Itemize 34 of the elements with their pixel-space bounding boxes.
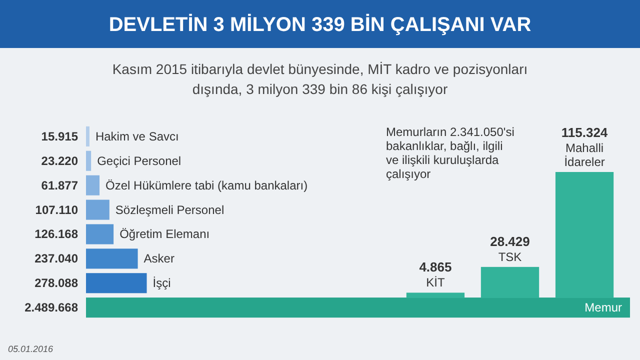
chart-subtitle: Kasım 2015 itibarıyla devlet bünyesinde, MİT kadro ve pozisyonları dışında, 3 milyon 339 bin 86 kişi çalışıyor bbox=[112, 61, 528, 97]
y-tick-label: Memur bbox=[584, 300, 622, 315]
y-tick-label: Özel Hükümlere tabi (kamu bankaları) bbox=[106, 178, 308, 192]
data-label: 115.324 bbox=[561, 125, 608, 140]
bar bbox=[86, 298, 630, 318]
data-label: 2.489.668 bbox=[24, 300, 78, 315]
bar bbox=[86, 200, 110, 220]
data-label: 15.915 bbox=[41, 129, 78, 144]
data-label: 107.110 bbox=[35, 202, 78, 217]
y-tick-label: Sözleşmeli Personel bbox=[115, 202, 224, 217]
bar bbox=[86, 248, 138, 269]
data-label: 237.040 bbox=[34, 252, 78, 266]
bar bbox=[86, 273, 147, 294]
data-label: 61.877 bbox=[41, 178, 78, 192]
y-tick-label: İşçi bbox=[152, 276, 171, 290]
chart-title: DEVLETİN 3 MİLYON 339 BİN ÇALIŞANI VAR bbox=[108, 13, 532, 36]
data-label: 4.865 bbox=[419, 260, 452, 275]
data-label: 28.429 bbox=[490, 234, 530, 249]
y-tick-label: Hakim ve Savcı bbox=[95, 129, 179, 144]
y-tick-label: Asker bbox=[144, 252, 174, 266]
bar bbox=[86, 224, 114, 244]
annotation: Memurların 2.341.050'si bakanlıklar, bağlı, ilgili ve ilişkili kuruluşlarda çalışıyor bbox=[386, 125, 514, 181]
y-tick-label: Geçici Personel bbox=[97, 154, 182, 168]
data-label: 126.168 bbox=[34, 227, 78, 242]
x-tick-label: TSK bbox=[498, 250, 522, 264]
text: 05.01.2016 bbox=[8, 344, 54, 354]
x-tick-label: Mahalli İdareler bbox=[564, 141, 605, 169]
data-label: 23.220 bbox=[41, 154, 78, 168]
bar bbox=[86, 126, 90, 146]
bar bbox=[86, 175, 100, 196]
x-tick-label: KİT bbox=[426, 276, 446, 290]
y-tick-label: Öğretim Elemanı bbox=[120, 227, 210, 242]
data-label: 278.088 bbox=[34, 276, 78, 290]
bar bbox=[86, 150, 92, 171]
